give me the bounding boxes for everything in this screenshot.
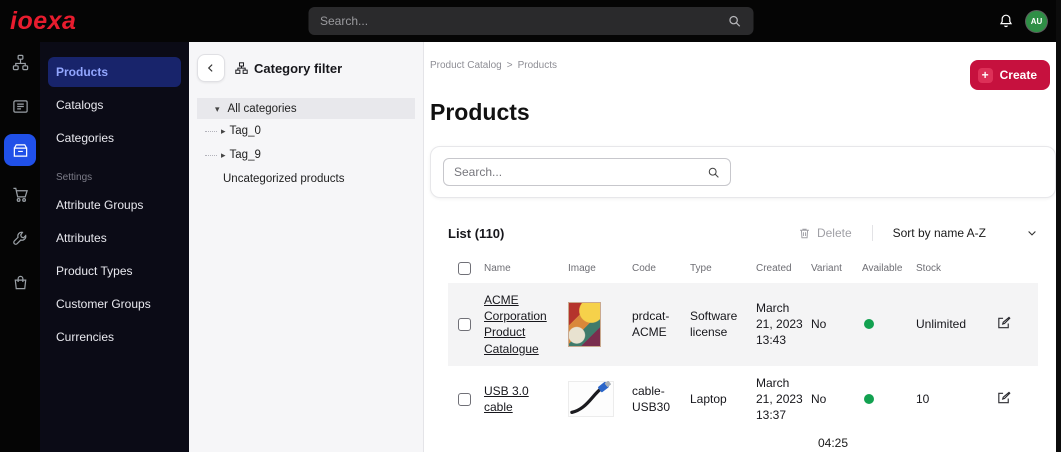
breadcrumb-separator: > bbox=[506, 60, 513, 71]
breadcrumb-products[interactable]: Products bbox=[517, 60, 558, 71]
plus-icon bbox=[977, 67, 993, 83]
column-available[interactable]: Available bbox=[862, 263, 903, 274]
global-search[interactable] bbox=[308, 7, 753, 35]
filter-panel-title: Category filter bbox=[235, 61, 342, 76]
product-stock: 10 bbox=[916, 391, 930, 406]
product-variant: No bbox=[811, 317, 827, 332]
column-created[interactable]: Created bbox=[756, 263, 792, 274]
create-button[interactable]: Create bbox=[969, 60, 1050, 90]
column-stock[interactable]: Stock bbox=[916, 263, 942, 274]
caret-right-icon[interactable] bbox=[221, 125, 226, 137]
column-variant[interactable]: Variant bbox=[811, 263, 842, 274]
sidebar-item-products[interactable]: Products bbox=[48, 57, 181, 87]
main-content: Product Catalog > Products Create Produc… bbox=[424, 42, 1061, 452]
chevron-down-icon bbox=[1026, 227, 1038, 239]
sidebar-item-categories[interactable]: Categories bbox=[56, 131, 115, 145]
filter-header: Category filter bbox=[189, 42, 423, 94]
notifications-bell-icon[interactable] bbox=[998, 13, 1014, 29]
window-edge bbox=[1056, 0, 1061, 452]
brand-logo[interactable]: ioexa bbox=[10, 6, 77, 35]
edit-pencil-icon bbox=[996, 390, 1012, 406]
product-list: List (110) Delete Sort by bbox=[448, 218, 1038, 432]
products-icon[interactable] bbox=[4, 134, 36, 166]
divider bbox=[871, 225, 873, 241]
search-icon bbox=[727, 14, 741, 28]
tree-item-all-categories[interactable]: All categories bbox=[197, 98, 415, 119]
page-title: Products bbox=[430, 99, 530, 125]
product-name-link[interactable]: USB 3.0 cable bbox=[484, 383, 529, 415]
global-search-input[interactable] bbox=[320, 14, 727, 28]
product-type: Software license bbox=[690, 309, 738, 340]
table-header: Name Image Code Type Created Variant Ava… bbox=[448, 248, 1038, 283]
edit-button[interactable] bbox=[996, 390, 1012, 406]
product-search[interactable] bbox=[443, 158, 731, 186]
sidebar-item-currencies[interactable]: Currencies bbox=[56, 330, 115, 344]
product-name-link[interactable]: ACME Corporation Product Catalogue bbox=[484, 293, 547, 356]
tree-item-uncategorized[interactable]: Uncategorized products bbox=[223, 173, 345, 185]
row-checkbox[interactable] bbox=[458, 317, 471, 331]
available-status-dot bbox=[864, 394, 874, 405]
product-stock: Unlimited bbox=[916, 317, 967, 332]
edit-pencil-icon bbox=[996, 315, 1012, 331]
sidebar-item-attribute-groups[interactable]: Attribute Groups bbox=[56, 198, 144, 212]
sidebar-item-product-types[interactable]: Product Types bbox=[56, 264, 133, 278]
sidebar-item-attributes[interactable]: Attributes bbox=[56, 231, 107, 245]
user-avatar[interactable]: AU bbox=[1026, 10, 1047, 32]
table-row: ACME Corporation Product Catalogue prdca… bbox=[448, 283, 1038, 366]
app-body: Products Catalogs Categories Settings At… bbox=[0, 42, 1061, 452]
tree-guide bbox=[205, 154, 217, 156]
product-code: cable-USB30 bbox=[632, 383, 671, 415]
caret-right-icon[interactable] bbox=[221, 149, 226, 161]
product-search-input[interactable] bbox=[454, 165, 707, 179]
topbar: ioexa AU bbox=[0, 0, 1061, 42]
cart-icon[interactable] bbox=[4, 178, 36, 210]
tree-item-tag-0[interactable]: Tag_0 bbox=[189, 119, 423, 143]
column-name[interactable]: Name bbox=[484, 263, 511, 274]
product-thumbnail bbox=[568, 301, 601, 347]
collapse-panel-button[interactable] bbox=[197, 54, 225, 82]
row-checkbox[interactable] bbox=[458, 392, 471, 406]
edit-button[interactable] bbox=[996, 315, 1012, 331]
category-tree: All categories Tag_0 Tag_9 Uncategorized… bbox=[189, 98, 423, 191]
org-chart-icon[interactable] bbox=[4, 46, 36, 78]
product-type: Laptop bbox=[690, 391, 727, 406]
tree-guide bbox=[205, 130, 217, 132]
icon-rail bbox=[0, 42, 40, 452]
tools-icon[interactable] bbox=[4, 222, 36, 254]
column-image[interactable]: Image bbox=[568, 263, 596, 274]
table-row: USB 3.0 cable cable-USB30 Laptop March 2… bbox=[448, 366, 1038, 433]
product-created: March 21, 2023 13:37 bbox=[756, 375, 803, 423]
catalog-icon[interactable] bbox=[4, 90, 36, 122]
product-code: prdcat-ACME bbox=[632, 309, 670, 340]
trash-icon bbox=[798, 227, 811, 240]
delete-button[interactable]: Delete bbox=[798, 226, 852, 240]
available-status-dot bbox=[864, 319, 874, 330]
filters-card bbox=[430, 146, 1056, 198]
select-all-checkbox[interactable] bbox=[458, 262, 471, 275]
store-icon[interactable] bbox=[4, 266, 36, 298]
product-created: March 21, 2023 13:43 bbox=[756, 301, 803, 348]
column-code[interactable]: Code bbox=[632, 263, 656, 274]
sidebar: Products Catalogs Categories Settings At… bbox=[40, 42, 189, 452]
list-actions: Delete Sort by name A-Z bbox=[798, 225, 1038, 241]
category-tree-icon bbox=[235, 61, 248, 75]
caret-down-icon[interactable] bbox=[215, 103, 220, 115]
product-thumbnail bbox=[568, 381, 614, 418]
category-filter-panel: Category filter All categories Tag_0 Tag… bbox=[189, 42, 424, 452]
product-variant: No bbox=[811, 391, 827, 406]
list-title: List (110) bbox=[448, 225, 505, 241]
search-icon bbox=[707, 166, 720, 179]
tree-item-tag-9[interactable]: Tag_9 bbox=[189, 143, 423, 167]
sidebar-item-catalogs[interactable]: Catalogs bbox=[56, 98, 104, 112]
chevron-left-icon bbox=[205, 62, 217, 74]
sidebar-section-settings: Settings bbox=[56, 172, 93, 183]
breadcrumb: Product Catalog > Products bbox=[430, 60, 1056, 71]
breadcrumb-product-catalog[interactable]: Product Catalog bbox=[430, 60, 502, 71]
list-header: List (110) Delete Sort by bbox=[448, 218, 1038, 248]
topbar-right: AU bbox=[998, 0, 1047, 42]
sort-dropdown[interactable]: Sort by name A-Z bbox=[893, 226, 1038, 240]
column-type[interactable]: Type bbox=[690, 263, 712, 274]
sidebar-item-customer-groups[interactable]: Customer Groups bbox=[56, 297, 151, 311]
